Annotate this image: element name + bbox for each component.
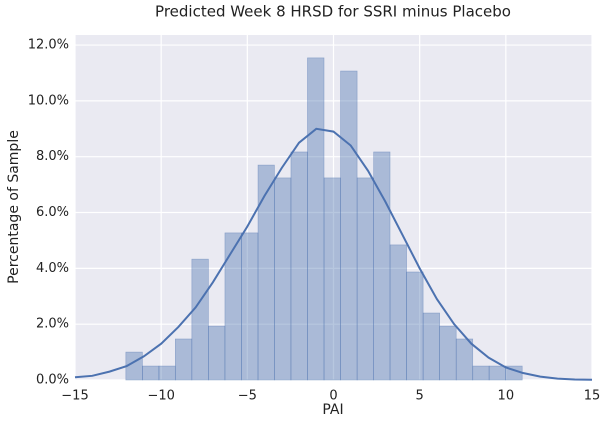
bar xyxy=(340,70,358,381)
x-tick-label: −5 xyxy=(238,389,257,404)
bar xyxy=(224,232,242,381)
bar xyxy=(439,325,457,381)
x-tick-label: 15 xyxy=(584,389,600,404)
bar xyxy=(191,258,209,381)
chart-title: Predicted Week 8 HRSD for SSRI minus Pla… xyxy=(155,3,511,21)
y-tick-label: 4.0% xyxy=(36,261,69,276)
x-tick-label: −15 xyxy=(61,389,88,404)
bar xyxy=(356,177,374,381)
y-tick-label: 12.0% xyxy=(28,38,69,53)
y-tick-label: 6.0% xyxy=(36,205,69,220)
x-axis-label: PAI xyxy=(322,402,343,418)
bar xyxy=(174,338,193,381)
bar xyxy=(142,365,160,381)
bar xyxy=(241,232,259,381)
bar xyxy=(455,338,474,381)
bar xyxy=(290,151,308,381)
kde-line xyxy=(74,127,593,381)
bar xyxy=(323,177,341,381)
bar xyxy=(422,312,440,381)
x-tick-label: 0 xyxy=(329,389,337,404)
x-tick-label: −10 xyxy=(147,389,174,404)
bar xyxy=(307,57,325,381)
bar xyxy=(472,365,490,381)
bar xyxy=(208,325,226,381)
bar xyxy=(406,271,424,381)
y-axis-label: Percentage of Sample xyxy=(6,130,22,284)
y-tick-label: 0.0% xyxy=(36,373,69,388)
bar xyxy=(257,164,275,381)
x-tick-label: 10 xyxy=(498,389,515,404)
bar xyxy=(274,177,292,381)
bar xyxy=(389,244,407,381)
y-tick-label: 8.0% xyxy=(36,149,69,164)
bar xyxy=(488,365,506,381)
bar xyxy=(158,365,176,381)
y-tick-label: 2.0% xyxy=(36,317,69,332)
x-tick-label: 5 xyxy=(416,389,424,404)
y-tick-label: 10.0% xyxy=(28,93,69,108)
